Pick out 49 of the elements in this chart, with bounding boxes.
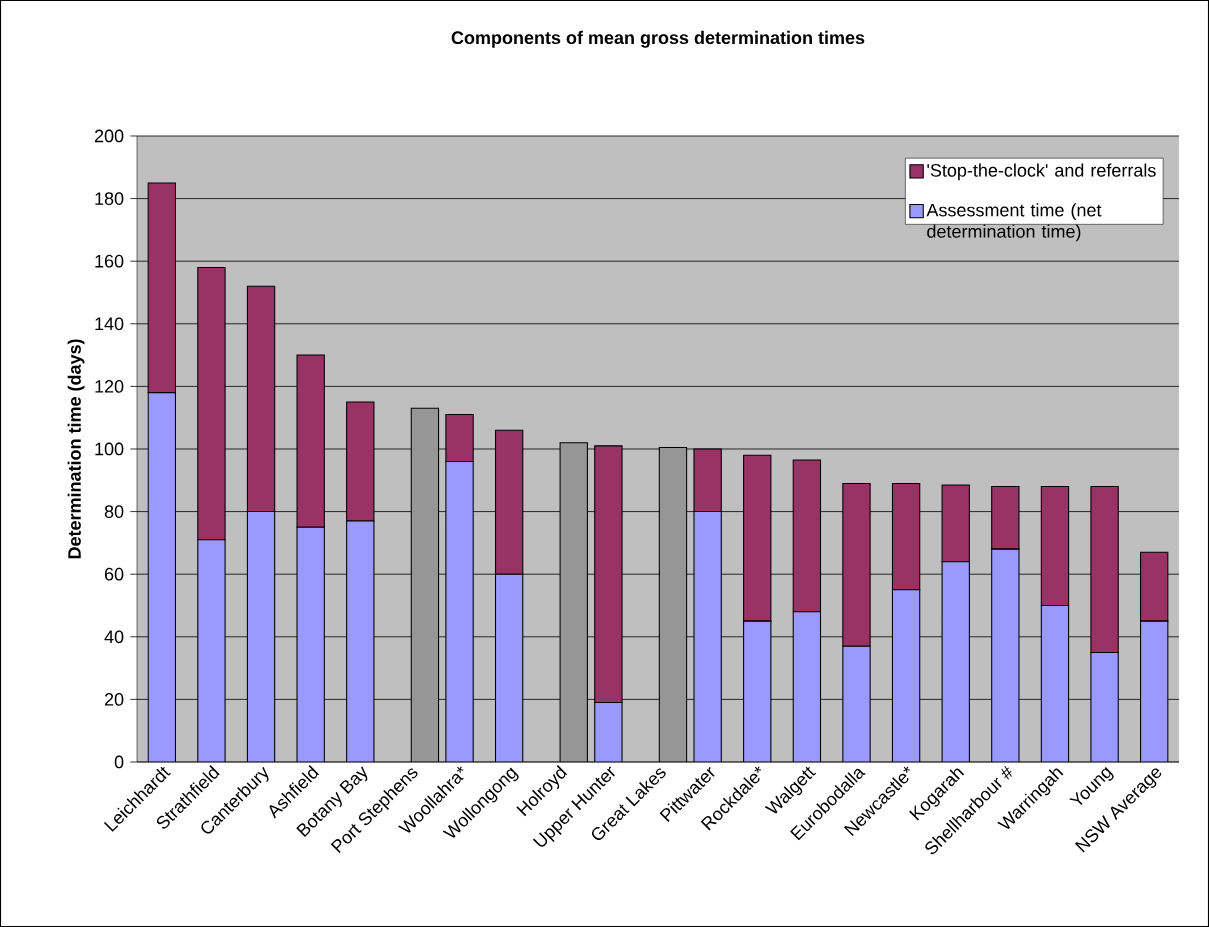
y-tick-label: 40 — [104, 630, 124, 644]
bar — [792, 611, 822, 762]
bar — [197, 539, 226, 762]
bar — [743, 620, 772, 762]
y-axis-title: Determination time (days) — [67, 339, 85, 559]
y-tick-label: 0 — [114, 755, 124, 769]
bar — [594, 701, 623, 762]
bar — [559, 442, 588, 762]
bar — [842, 645, 871, 762]
bar — [296, 526, 325, 762]
bar — [147, 392, 176, 762]
bar — [246, 511, 276, 762]
bar — [494, 429, 524, 575]
y-tick-label: 120 — [95, 380, 124, 393]
bar — [693, 511, 722, 762]
bar — [1040, 604, 1070, 762]
y-tick-label: 160 — [95, 254, 124, 268]
bar — [941, 561, 970, 762]
bar — [1040, 486, 1070, 607]
bar — [743, 454, 772, 622]
bar — [346, 401, 375, 522]
legend-label: Assessment time (net determination time) — [926, 203, 1102, 242]
y-tick-label: 180 — [95, 192, 124, 205]
bar — [445, 460, 474, 762]
legend-label: 'Stop-the-clock' and referrals — [927, 163, 1156, 181]
bar — [1090, 486, 1119, 653]
y-tick-label: 140 — [95, 317, 124, 331]
bar — [1090, 651, 1119, 762]
y-tick-label: 20 — [104, 693, 124, 706]
bar — [658, 446, 688, 762]
bar — [842, 482, 871, 647]
bar — [891, 589, 921, 762]
bar — [445, 414, 474, 463]
chart-title: Components of mean gross determination times — [451, 30, 865, 48]
bar — [891, 482, 921, 591]
bar — [991, 486, 1020, 550]
y-tick-label: 60 — [104, 567, 124, 581]
bar — [693, 448, 722, 513]
y-tick-label: 80 — [104, 505, 124, 518]
y-tick-label: 100 — [95, 442, 124, 456]
bar — [1140, 620, 1169, 762]
bar — [346, 520, 375, 762]
bar — [410, 407, 440, 762]
bar — [494, 573, 524, 762]
bar — [941, 484, 970, 563]
bar — [991, 548, 1020, 762]
y-tick-label: 200 — [94, 129, 124, 143]
bar — [594, 445, 623, 704]
bar — [792, 459, 822, 613]
